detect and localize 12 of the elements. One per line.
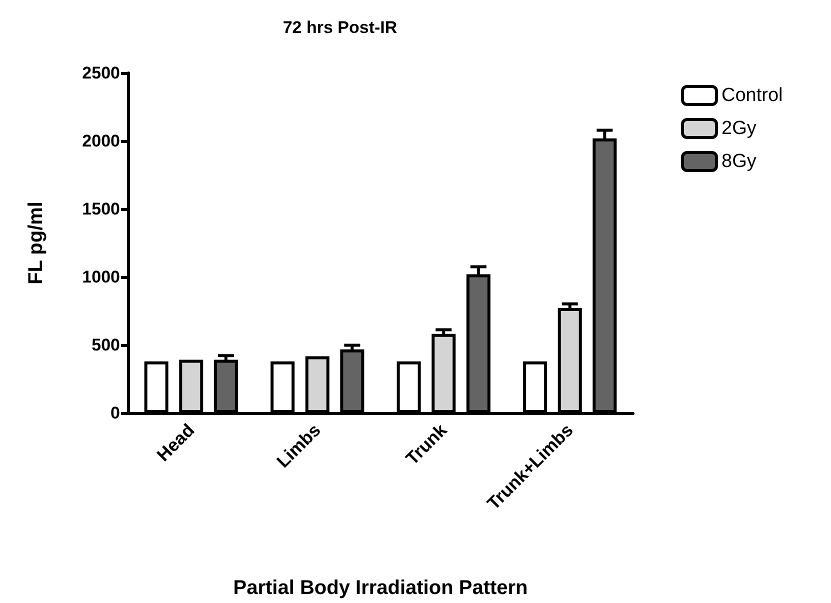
legend-label: Control xyxy=(722,85,783,106)
y-tick-label: 2500 xyxy=(82,64,120,82)
y-tick-label: 1500 xyxy=(82,200,120,218)
y-tick-label: 1000 xyxy=(82,268,120,286)
legend-label: 2Gy xyxy=(722,118,757,139)
legend-label: 8Gy xyxy=(722,151,757,172)
x-axis-title: Partial Body Irradiation Pattern xyxy=(233,577,528,599)
y-tick-label: 500 xyxy=(92,336,120,354)
chart-title: 72 hrs Post-IR xyxy=(282,18,398,37)
y-axis-title: FL pg/ml xyxy=(25,202,47,284)
y-tick-label: 0 xyxy=(110,404,120,422)
y-tick-label: 2000 xyxy=(82,132,120,150)
